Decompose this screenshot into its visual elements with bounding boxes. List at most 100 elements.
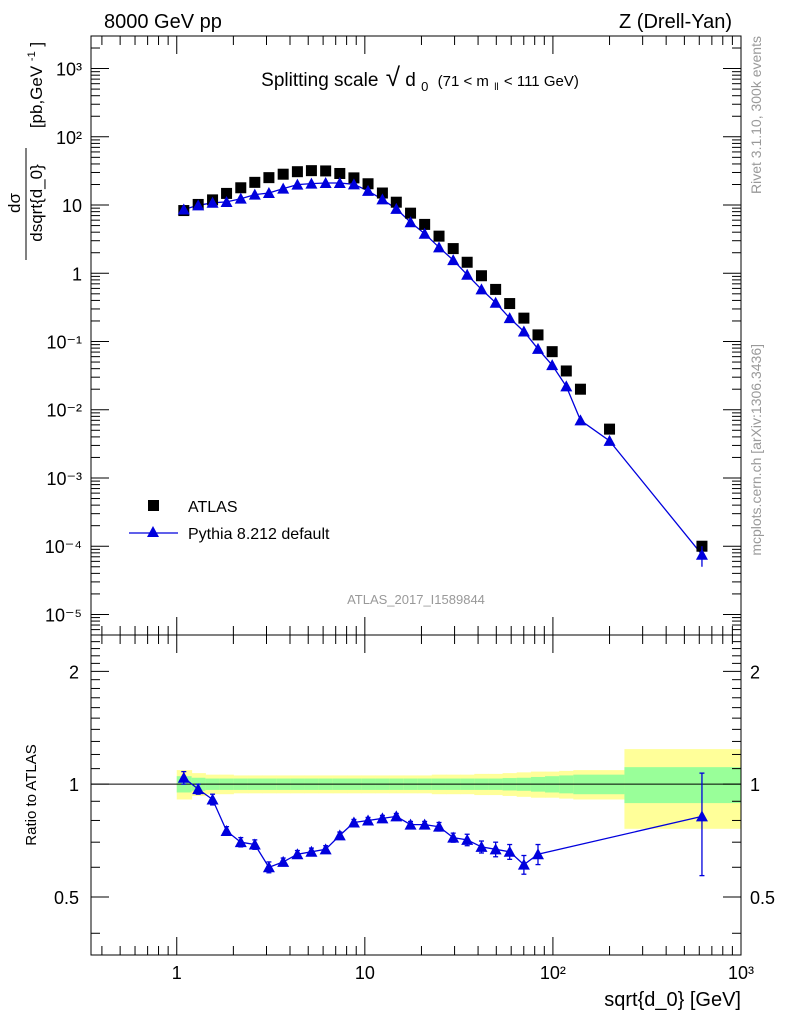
y-tick-label: 10⁻⁴ bbox=[45, 537, 82, 557]
ratio-data-point bbox=[418, 818, 431, 830]
pythia-data-point bbox=[319, 177, 332, 189]
atlas-data-point bbox=[320, 165, 332, 177]
atlas-data-point bbox=[518, 312, 530, 324]
y-tick-label: 10² bbox=[56, 128, 82, 148]
atlas-data-point bbox=[362, 178, 374, 190]
pythia-data-point bbox=[206, 196, 219, 208]
pythia-data-point bbox=[603, 434, 616, 446]
pythia-data-point bbox=[333, 177, 346, 189]
atlas-data-point bbox=[461, 256, 473, 268]
atlas-data-point bbox=[348, 172, 360, 184]
ratio-data-point bbox=[206, 793, 219, 805]
pythia-data-point bbox=[517, 325, 530, 337]
legend: ATLAS Pythia 8.212 default bbox=[129, 499, 330, 543]
legend-label-pythia: Pythia 8.212 default bbox=[188, 526, 330, 543]
main-title-symbol: d bbox=[405, 70, 416, 91]
header-right-label: Z (Drell-Yan) bbox=[619, 11, 732, 33]
pythia-data-point bbox=[277, 182, 290, 194]
ratio-data-point bbox=[277, 855, 290, 867]
x-tick-label: 1 bbox=[172, 963, 182, 983]
ratio-data-point bbox=[291, 848, 304, 860]
ratio-data-point bbox=[531, 848, 544, 860]
atlas-data-point bbox=[235, 182, 247, 194]
pythia-data-point bbox=[177, 203, 190, 215]
pythia-data-point bbox=[220, 195, 233, 207]
ratio-y-tick-label-right: 2 bbox=[750, 662, 760, 682]
ratio-data-point bbox=[447, 831, 460, 843]
main-title: Splitting scale √ d 0 (71 < m ll < 111 G… bbox=[261, 62, 579, 96]
ratio-data-point bbox=[489, 843, 502, 855]
main-y-axis-label: dσ dsqrt{d_0} [pb,GeV -1 ] bbox=[5, 42, 46, 260]
pythia-data-point bbox=[305, 177, 318, 189]
pythia-data-point bbox=[376, 193, 389, 205]
ratio-y-tick-label-right: 0.5 bbox=[750, 888, 775, 908]
ratio-data-point bbox=[503, 845, 516, 857]
pythia-data-point bbox=[461, 268, 474, 280]
ratio-data-point bbox=[433, 820, 446, 832]
pythia-data-point bbox=[503, 312, 516, 324]
pythia-data-point bbox=[574, 414, 587, 426]
atlas-data-point bbox=[291, 166, 303, 178]
atlas-data-point bbox=[419, 218, 431, 230]
pythia-data-point bbox=[248, 188, 261, 200]
pythia-data-point bbox=[447, 254, 460, 266]
y-tick-label: 10⁻³ bbox=[46, 469, 82, 489]
legend-label-atlas: ATLAS bbox=[188, 499, 238, 516]
main-panel: 10⁻⁵ 10⁻⁴ 10⁻³ 10⁻² 10⁻¹ 1 10 10² 10³ Splitting … bbox=[5, 35, 742, 636]
atlas-data-point bbox=[504, 298, 516, 310]
pythia-data-point bbox=[234, 192, 247, 204]
ratio-data-point bbox=[404, 818, 417, 830]
header-left-label: 8000 GeV pp bbox=[104, 11, 222, 33]
atlas-data-point bbox=[376, 187, 388, 199]
atlas-data-point bbox=[263, 172, 275, 184]
atlas-data-point bbox=[490, 283, 502, 295]
x-tick-label: 10³ bbox=[728, 963, 754, 983]
y-tick-label: 10³ bbox=[56, 60, 82, 80]
analysis-watermark: ATLAS_2017_I1589844 bbox=[347, 592, 485, 607]
y-tick-label: 10⁻¹ bbox=[46, 333, 82, 353]
sqrt-radical-glyph: √ bbox=[386, 62, 401, 92]
legend-marker-pythia bbox=[147, 526, 159, 537]
pythia-data-point bbox=[404, 216, 417, 228]
ratio-y-tick-label: 1 bbox=[69, 775, 79, 795]
atlas-data-point bbox=[604, 423, 616, 435]
y-label-units-text: [pb,GeV bbox=[27, 65, 46, 128]
pythia-data-point bbox=[546, 359, 559, 371]
atlas-data-point bbox=[475, 270, 487, 282]
side-labels: Rivet 3.1.10, 300k events mcplots.cern.c… bbox=[748, 36, 764, 556]
pythia-data-point bbox=[192, 199, 205, 211]
y-tick-label: 10⁻² bbox=[46, 401, 82, 421]
pythia-data-point bbox=[433, 241, 446, 253]
ratio-data-point bbox=[347, 816, 360, 828]
atlas-data-point bbox=[249, 176, 261, 188]
pythia-data-point bbox=[475, 283, 488, 295]
ratio-data-point bbox=[262, 861, 275, 873]
atlas-data-point bbox=[390, 196, 402, 208]
ratio-data-point bbox=[695, 810, 708, 822]
pythia-data-point bbox=[347, 178, 360, 190]
ratio-y-tick-label: 0.5 bbox=[54, 888, 79, 908]
pythia-data-point bbox=[418, 227, 431, 239]
main-title-symbol-sub: 0 bbox=[421, 79, 428, 94]
y-tick-label: 10 bbox=[62, 196, 82, 216]
pythia-data-point bbox=[531, 342, 544, 354]
ratio-data-point bbox=[475, 840, 488, 852]
main-title-range-right: < 111 GeV) bbox=[504, 73, 579, 90]
ratio-data-point bbox=[362, 814, 375, 826]
atlas-data-point bbox=[277, 168, 289, 180]
atlas-data-point bbox=[405, 207, 417, 219]
atlas-data-point bbox=[221, 187, 233, 199]
main-plot-area: 10⁻⁵ 10⁻⁴ 10⁻³ 10⁻² 10⁻¹ 1 10 10² 10³ bbox=[45, 35, 742, 636]
ratio-data-point bbox=[461, 833, 474, 845]
ratio-data-point bbox=[517, 858, 530, 870]
y-label-units-sup: -1 bbox=[26, 51, 38, 61]
main-title-text: Splitting scale bbox=[261, 70, 378, 91]
atlas-data-point bbox=[433, 230, 445, 242]
ratio-data-point bbox=[220, 824, 233, 836]
y-label-units-end: ] bbox=[27, 42, 46, 47]
y-label-numerator: dσ bbox=[5, 193, 24, 213]
ratio-data-point bbox=[390, 810, 403, 822]
pythia-data-point bbox=[262, 187, 275, 199]
atlas-data-point bbox=[560, 365, 572, 377]
ratio-plot-area: 1 10 10² 10³ 0.5 0.5 1 1 2 2 bbox=[54, 634, 775, 983]
